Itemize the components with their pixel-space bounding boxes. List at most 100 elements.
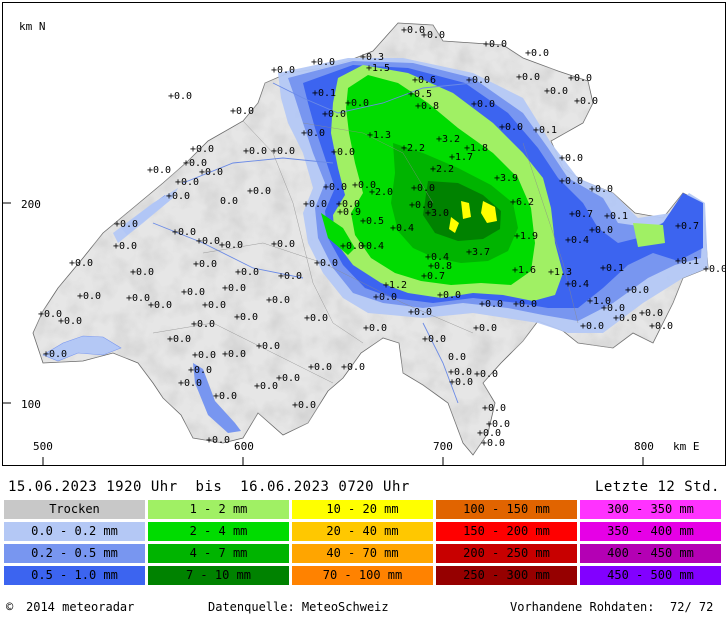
station-value: +0.0 (114, 219, 138, 230)
station-value: +0.9 (337, 207, 361, 218)
data-source: Datenquelle: MeteoSchweiz (208, 600, 389, 614)
station-value: +1.3 (367, 130, 391, 141)
station-value: +0.0 (483, 39, 507, 50)
station-value: +1.9 (514, 231, 538, 242)
station-value: +0.0 (77, 291, 101, 302)
station-value: +0.0 (130, 267, 154, 278)
station-value: +0.0 (126, 293, 150, 304)
station-value: +0.6 (412, 75, 436, 86)
station-value: +0.7 (421, 271, 445, 282)
station-value: +0.0 (188, 365, 212, 376)
station-value: +0.0 (639, 308, 663, 319)
station-value: +0.1 (675, 256, 699, 267)
station-value: +0.0 (147, 165, 171, 176)
station-value: +3.9 (494, 173, 518, 184)
station-value: +0.0 (166, 191, 190, 202)
station-value: +1.8 (464, 143, 488, 154)
station-value: +0.0 (703, 264, 725, 275)
x-tick-700: 700 (433, 440, 453, 453)
station-value: +1.3 (548, 267, 572, 278)
station-value: +1.7 (449, 152, 473, 163)
station-value: +0.0 (181, 287, 205, 298)
station-value: +0.7 (569, 209, 593, 220)
station-value: +0.0 (266, 295, 290, 306)
station-value: +0.0 (345, 98, 369, 109)
station-value: +0.0 (168, 91, 192, 102)
station-value: +0.0 (471, 99, 495, 110)
station-value: +0.8 (428, 261, 452, 272)
station-value: +0.4 (565, 279, 589, 290)
station-value: +3.2 (436, 134, 460, 145)
station-value: +0.0 (278, 271, 302, 282)
station-value: +3.7 (466, 247, 490, 258)
axis-ticks (3, 202, 644, 465)
station-value: +0.0 (580, 321, 604, 332)
station-value: +0.4 (390, 223, 414, 234)
station-value: +1.2 (383, 280, 407, 291)
legend-item: 350 - 400 mm (580, 522, 721, 541)
station-value: +0.0 (499, 122, 523, 133)
legend-item: 70 - 100 mm (292, 566, 433, 585)
station-value: +0.0 (167, 334, 191, 345)
station-value: +0.0 (178, 378, 202, 389)
axis-label-north: km N (19, 20, 46, 33)
station-value: +0.0 (322, 109, 346, 120)
station-value: +1.0 (587, 296, 611, 307)
station-value: +0.0 (568, 73, 592, 84)
station-value: +0.7 (675, 221, 699, 232)
legend-item: 450 - 500 mm (580, 566, 721, 585)
canton-borders (152, 120, 579, 384)
station-value: +0.0 (193, 259, 217, 270)
precip-7-10 (423, 181, 501, 241)
legend-item: 7 - 10 mm (148, 566, 289, 585)
station-value: +0.1 (312, 88, 336, 99)
station-value: +0.4 (360, 241, 384, 252)
station-value: +0.0 (222, 283, 246, 294)
station-value: +0.0 (449, 377, 473, 388)
station-value: +0.1 (600, 263, 624, 274)
precip-10-20 (449, 201, 497, 233)
station-value: +0.0 (292, 400, 316, 411)
station-value: +0.0 (437, 290, 461, 301)
station-value: +0.0 (373, 292, 397, 303)
station-value: +0.0 (513, 299, 537, 310)
station-value: +0.0 (254, 381, 278, 392)
station-value: +0.0 (196, 236, 220, 247)
station-value: +0.0 (589, 184, 613, 195)
time-window-label: Letzte 12 Std. (594, 479, 720, 495)
y-tick-200: 200 (21, 198, 41, 211)
station-value: +0.0 (230, 106, 254, 117)
station-value: +0.0 (314, 258, 338, 269)
station-value: +0.0 (247, 186, 271, 197)
station-value: +0.0 (183, 158, 207, 169)
station-value: +0.0 (304, 313, 328, 324)
station-value: +0.0 (311, 57, 335, 68)
legend-item: 250 - 300 mm (436, 566, 577, 585)
station-value: +0.0 (175, 177, 199, 188)
period-separator: bis (195, 479, 223, 495)
legend-item: 300 - 350 mm (580, 500, 721, 519)
legend-item: 1 - 2 mm (148, 500, 289, 519)
station-value: +0.0 (303, 199, 327, 210)
station-value: +0.0 (422, 334, 446, 345)
station-value: +0.0 (148, 300, 172, 311)
legend-item: 0.2 - 0.5 mm (4, 544, 145, 563)
station-values: +0.0+0.0+0.0+0.0+0.3+0.0+1.5+0.0+0.0 +0.0… (38, 25, 725, 449)
station-value: +0.0 (516, 72, 540, 83)
station-value: +0.0 (408, 307, 432, 318)
station-value: +6.2 (510, 197, 534, 208)
station-value: +0.0 (172, 227, 196, 238)
station-value: +0.0 (363, 323, 387, 334)
station-value: +1.6 (512, 265, 536, 276)
station-value: +0.0 (206, 435, 230, 446)
raw-data-label: Vorhandene Rohdaten: (510, 600, 655, 614)
rivers (152, 82, 474, 404)
station-value: +0.5 (408, 89, 432, 100)
station-value: +0.0 (474, 369, 498, 380)
station-value: +0.0 (271, 65, 295, 76)
station-value: +0.4 (565, 235, 589, 246)
station-value: +0.0 (401, 25, 425, 36)
precipitation-legend: Trocken 0.0 - 0.2 mm 0.2 - 0.5 mm 0.5 - 1.0… (4, 500, 724, 590)
station-value: +0.0 (276, 373, 300, 384)
axis-label-east: km E (673, 440, 700, 453)
